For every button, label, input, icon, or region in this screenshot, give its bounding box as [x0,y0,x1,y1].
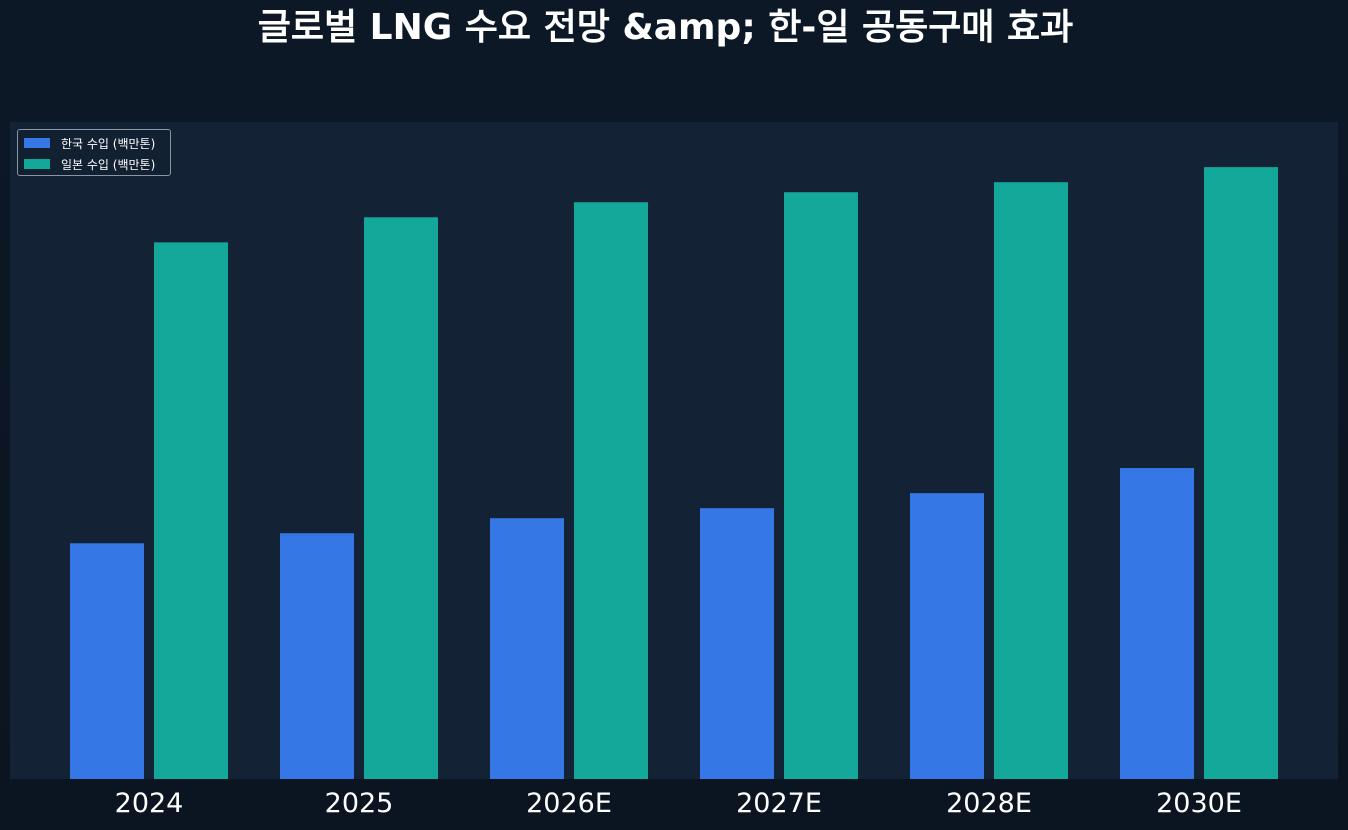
bar-korea-2030e [1120,468,1194,779]
x-tick-label: 2024 [115,788,184,819]
legend-item-japan: 일본 수입 (백만톤) [24,155,155,173]
x-tick-label: 2027E [736,788,822,819]
x-axis-ticks: 2024 2025 2026E 2027E 2028E 2030E [115,788,1242,819]
x-tick-label: 2025 [325,788,394,819]
bar-japan-2030e [1204,167,1278,780]
x-tick-label: 2028E [946,788,1032,819]
bar-korea-2024 [70,543,144,779]
x-tick-label: 2030E [1156,788,1242,819]
bar-japan-2027e [784,192,858,779]
x-tick-label: 2026E [526,788,612,819]
bar-korea-2025 [280,533,354,779]
bar-korea-2028e [910,493,984,779]
bar-korea-2026e [490,518,564,779]
bar-japan-2025 [364,217,438,780]
plot-area [10,122,1338,779]
legend-swatch-korea [24,138,50,148]
legend-label-japan: 일본 수입 (백만톤) [61,157,156,172]
bar-korea-2027e [700,508,774,779]
bar-japan-2026e [574,202,648,780]
bar-japan-2024 [154,242,228,780]
chart-title: 글로벌 LNG 수요 전망 &amp; 한-일 공동구매 효과 [257,7,1074,48]
legend-swatch-japan [24,159,50,169]
bar-japan-2028e [994,182,1068,779]
legend-label-korea: 한국 수입 (백만톤) [61,136,156,151]
legend-item-korea: 한국 수입 (백만톤) [24,134,155,152]
legend: 한국 수입 (백만톤) 일본 수입 (백만톤) [17,129,171,176]
bars-group [70,167,1278,780]
